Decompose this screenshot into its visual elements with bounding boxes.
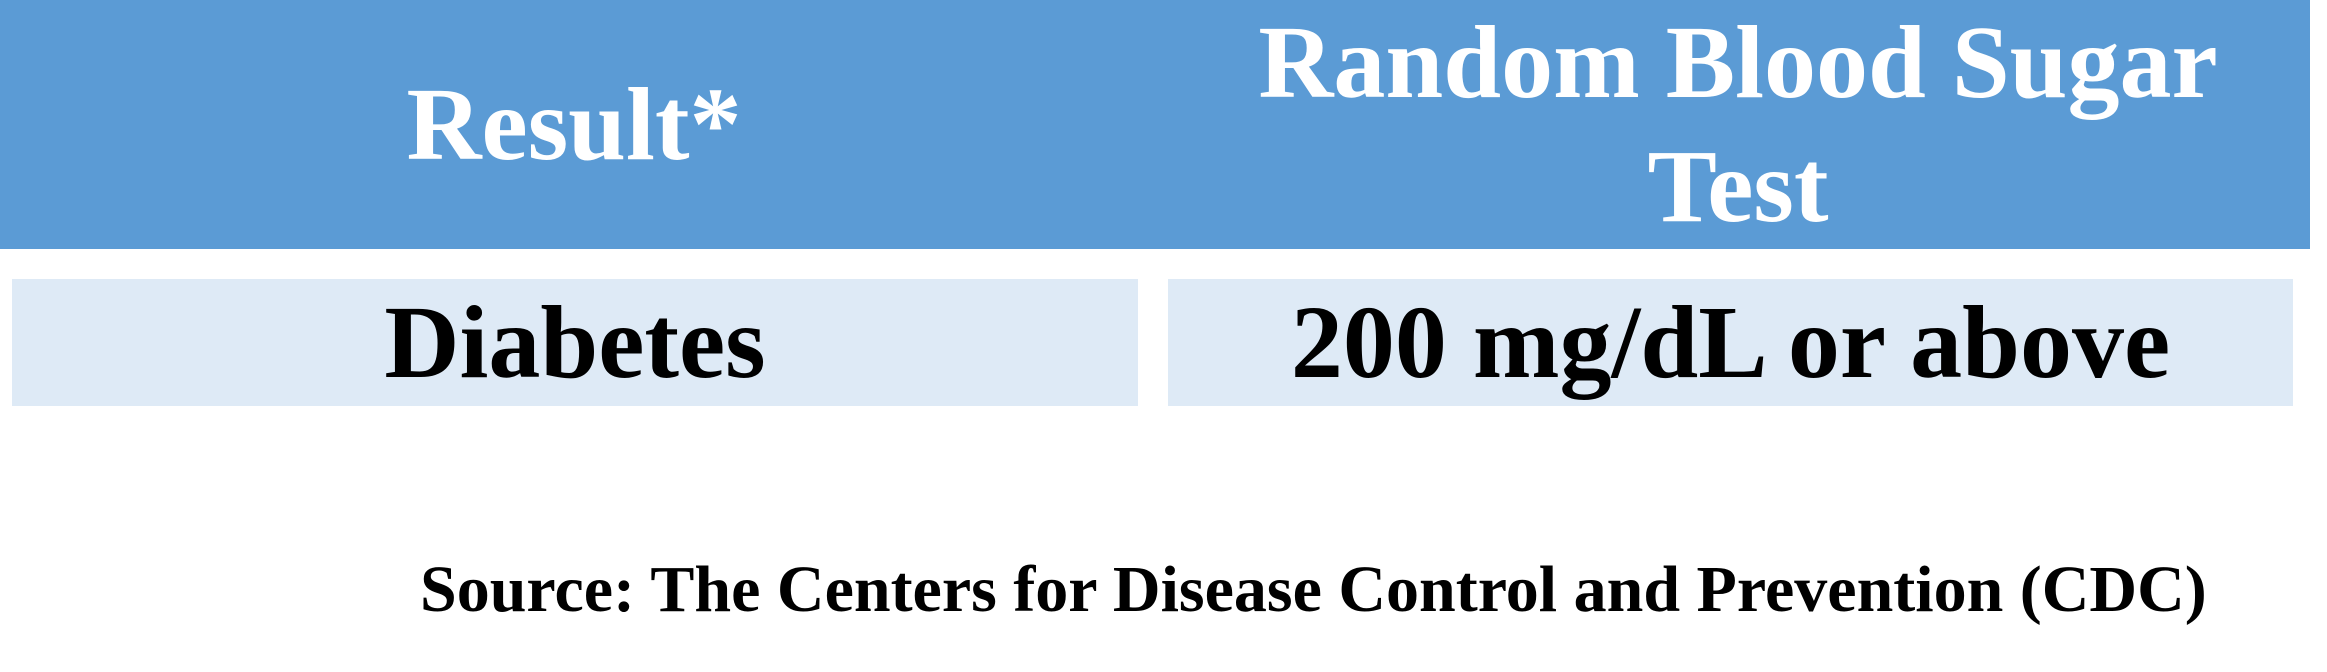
row-test-value-cell: 200 mg/dL or above (1168, 279, 2293, 406)
header-result: Result* (406, 66, 742, 182)
source-note: Source: The Centers for Disease Control … (420, 553, 2207, 626)
header-random-blood-sugar-test: Random Blood Sugar Test (1258, 4, 2218, 244)
table-header-row: Result* Random Blood Sugar Test (0, 0, 2310, 249)
row-result-cell: Diabetes (12, 279, 1138, 406)
